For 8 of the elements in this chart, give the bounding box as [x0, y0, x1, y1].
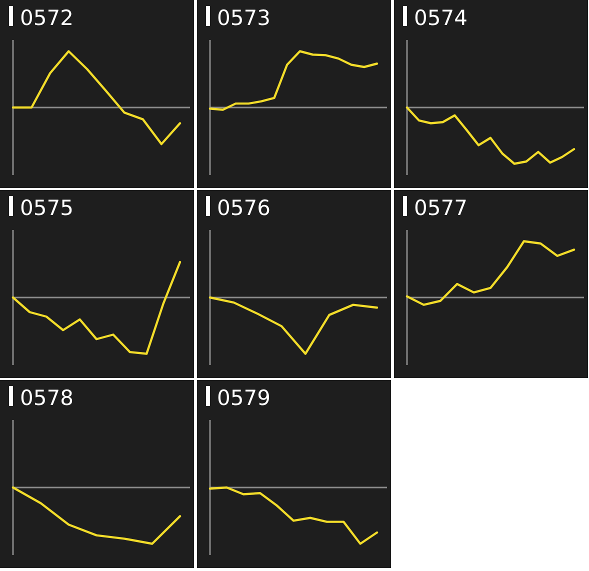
- chart-title: 0579: [217, 386, 270, 410]
- chart-title: 0578: [20, 386, 74, 410]
- chart-title: 0574: [414, 6, 468, 30]
- chart-title: 0577: [414, 196, 468, 220]
- chart-title: 0576: [217, 196, 270, 220]
- chart-title: 0572: [20, 6, 74, 30]
- chart-title: 0573: [217, 6, 270, 30]
- chart-title: 0575: [20, 196, 74, 220]
